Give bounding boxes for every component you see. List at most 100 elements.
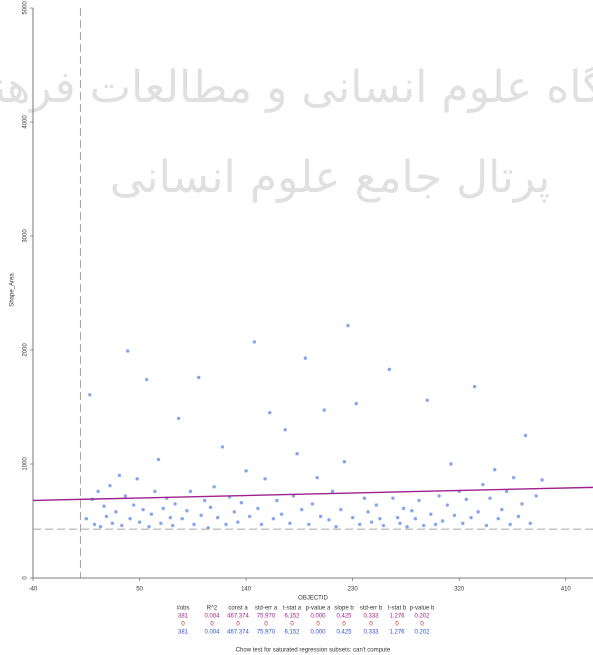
point [208,505,213,510]
point [141,507,145,512]
point [271,517,276,521]
point [153,489,157,494]
y-tick-label: 3000 [23,229,29,243]
table-header: #obs [176,606,189,612]
table-cell: 1.276 [389,614,405,620]
point [156,457,161,462]
table-cell: 1.276 [389,630,405,636]
y-tick-label: 5000 [23,1,29,15]
point [123,494,128,498]
table-cell: 0 [395,622,399,628]
point [149,512,154,516]
point [362,496,367,500]
point [92,522,97,527]
point [114,510,118,514]
table-cell: 6.152 [284,630,300,636]
point [449,462,453,466]
point [185,509,189,513]
table-cell: 0.000 [310,614,326,620]
point [128,517,132,521]
point [476,510,480,514]
point [244,469,248,473]
point [540,478,544,482]
table-cell: 0.333 [363,614,379,620]
point [496,517,500,521]
table-cell: 0 [264,622,268,628]
point [334,525,338,529]
table-cell: 0.202 [414,630,430,636]
table-cell: 467.374 [227,614,249,620]
point [239,501,244,505]
point [440,519,445,523]
point [236,520,240,524]
table-header: const a [228,606,248,612]
x-tick-label: -40 [29,587,38,593]
watermark: پژوهشگاه علوم انسانی و مطالعات فرهنگی [0,62,593,113]
point [445,503,450,507]
point [300,507,304,512]
point [528,521,532,525]
point [224,522,228,527]
point [318,514,323,519]
point [358,522,362,527]
point [511,475,516,480]
table-cell: 75.970 [257,614,276,620]
point [534,494,538,498]
table-header: t-stat a [283,606,302,612]
point [520,502,524,506]
point [417,498,421,503]
point [461,521,465,525]
table-cell: 0.425 [336,614,352,620]
point [410,509,414,513]
table-cell: 381 [178,630,189,636]
point [452,513,457,517]
point [310,502,315,506]
y-tick-label: 1000 [23,457,29,471]
point [232,510,236,514]
point [469,515,473,520]
point [484,523,489,528]
point [180,517,184,521]
point [322,408,326,412]
point [429,512,433,516]
point [350,515,355,520]
table-header: std-err b [360,606,383,612]
table-header: p-value b [410,606,435,612]
y-axis-label: Shape_Area [10,273,16,307]
point [192,522,196,527]
table-cell: 0.425 [336,630,352,636]
point [144,377,149,382]
point [215,515,220,520]
point [120,523,124,528]
point [315,475,319,480]
point [96,489,100,494]
y-tick-label: 2000 [23,343,29,357]
table-header: R^2 [207,606,218,612]
point [102,504,106,508]
point [212,485,216,489]
point [268,411,272,415]
point [354,401,358,406]
table-cell: 0 [210,622,214,628]
point [110,521,115,525]
x-tick-label: 140 [241,587,252,593]
point [330,489,335,494]
point [117,473,122,478]
y-tick-label: 4000 [23,115,29,129]
point [84,517,88,521]
point [176,416,181,421]
point [220,445,225,449]
point [500,507,504,512]
point [508,522,512,527]
point [147,525,151,529]
point [275,498,279,503]
point [472,384,477,389]
point [516,514,521,519]
point [387,367,392,372]
point [391,496,395,500]
x-tick-label: 320 [454,587,465,593]
table-header: slope b [334,606,354,612]
point [161,506,165,511]
point [405,525,409,529]
